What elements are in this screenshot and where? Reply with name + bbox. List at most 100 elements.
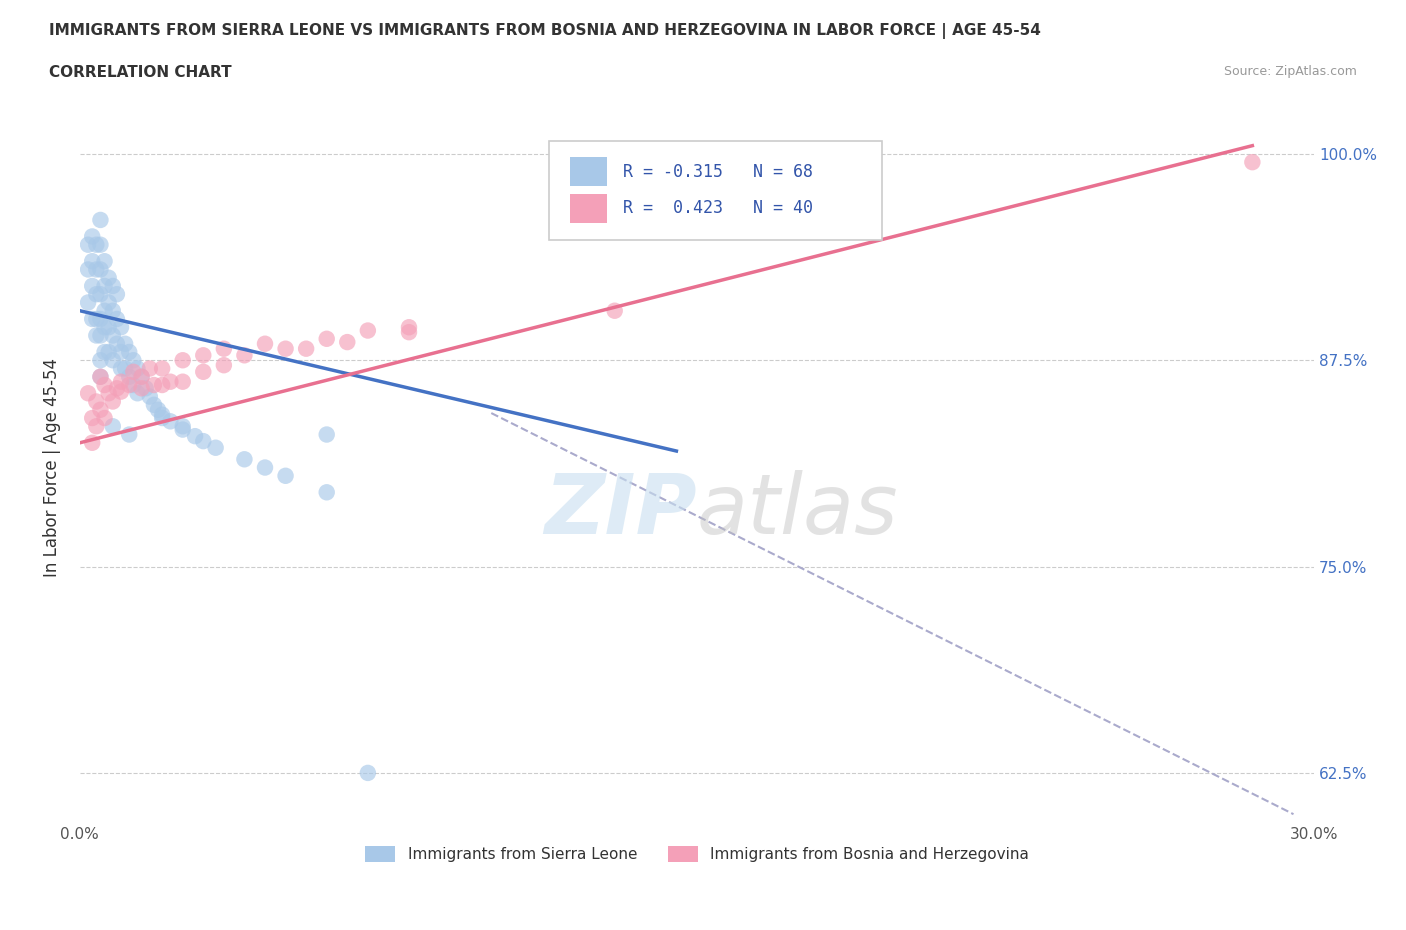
Point xyxy=(82,229,104,244)
Point xyxy=(150,410,173,425)
Point xyxy=(97,295,120,310)
Point xyxy=(105,286,128,301)
Point xyxy=(110,361,132,376)
Point xyxy=(86,237,108,252)
Point xyxy=(77,295,100,310)
Point xyxy=(336,335,359,350)
Point xyxy=(86,262,108,277)
Point xyxy=(82,278,104,293)
Point xyxy=(172,352,194,367)
Point xyxy=(139,389,162,404)
Bar xyxy=(569,193,607,223)
Point xyxy=(86,418,108,433)
Point xyxy=(86,286,108,301)
Point xyxy=(89,312,111,326)
Point xyxy=(603,303,626,318)
Point xyxy=(193,433,215,448)
Point xyxy=(118,427,141,442)
Point xyxy=(77,386,100,401)
Point xyxy=(398,325,420,339)
Point xyxy=(233,452,256,467)
Y-axis label: In Labor Force | Age 45-54: In Labor Force | Age 45-54 xyxy=(44,358,60,577)
Point xyxy=(159,374,181,389)
Point xyxy=(86,312,108,326)
Point xyxy=(398,320,420,335)
Point xyxy=(172,418,194,433)
Point xyxy=(142,397,165,412)
Point xyxy=(89,262,111,277)
Point xyxy=(82,312,104,326)
Point xyxy=(101,352,124,367)
Point xyxy=(131,369,153,384)
Point xyxy=(357,765,380,780)
Text: R = -0.315   N = 68: R = -0.315 N = 68 xyxy=(623,163,813,180)
Text: CORRELATION CHART: CORRELATION CHART xyxy=(49,65,232,80)
Point xyxy=(93,254,115,269)
Point xyxy=(97,344,120,359)
Point xyxy=(93,410,115,425)
Point xyxy=(114,361,136,376)
Point xyxy=(212,341,235,356)
Point xyxy=(93,378,115,392)
Point xyxy=(131,369,153,384)
Point xyxy=(295,341,318,356)
Point xyxy=(135,381,157,396)
Point xyxy=(93,278,115,293)
Point xyxy=(114,337,136,352)
Point xyxy=(233,348,256,363)
Point xyxy=(212,358,235,373)
Point xyxy=(105,312,128,326)
Point xyxy=(172,374,194,389)
Point xyxy=(253,460,276,475)
Legend: Immigrants from Sierra Leone, Immigrants from Bosnia and Herzegovina: Immigrants from Sierra Leone, Immigrants… xyxy=(359,840,1035,868)
Point xyxy=(118,378,141,392)
Point xyxy=(110,374,132,389)
Point xyxy=(118,344,141,359)
Point xyxy=(315,485,337,499)
Point xyxy=(105,381,128,396)
Point xyxy=(110,320,132,335)
Point xyxy=(89,369,111,384)
Point xyxy=(77,237,100,252)
Point xyxy=(86,394,108,409)
Point xyxy=(150,407,173,422)
Point xyxy=(89,352,111,367)
FancyBboxPatch shape xyxy=(548,141,882,241)
Point xyxy=(204,440,226,455)
Point xyxy=(101,328,124,343)
Point xyxy=(122,378,145,392)
Point xyxy=(127,386,149,401)
Point xyxy=(97,386,120,401)
Point xyxy=(82,435,104,450)
Point xyxy=(89,328,111,343)
Point xyxy=(253,337,276,352)
Text: ZIP: ZIP xyxy=(544,470,697,551)
Point xyxy=(139,361,162,376)
Point xyxy=(93,344,115,359)
Point xyxy=(274,469,297,484)
Point xyxy=(101,394,124,409)
Point xyxy=(97,271,120,286)
Point xyxy=(93,303,115,318)
Point xyxy=(193,348,215,363)
Point xyxy=(1241,154,1264,169)
Point xyxy=(93,320,115,335)
Point xyxy=(357,323,380,338)
Point xyxy=(89,237,111,252)
Point xyxy=(122,352,145,367)
Point xyxy=(105,337,128,352)
Point xyxy=(97,320,120,335)
Point xyxy=(172,422,194,437)
Text: atlas: atlas xyxy=(697,470,898,551)
Point xyxy=(89,369,111,384)
Point xyxy=(315,331,337,346)
Point xyxy=(131,381,153,396)
Point xyxy=(150,378,173,392)
Point xyxy=(127,361,149,376)
Point xyxy=(146,403,169,418)
Point xyxy=(101,303,124,318)
Point xyxy=(110,384,132,399)
Point xyxy=(274,341,297,356)
Point xyxy=(159,414,181,429)
Point xyxy=(101,418,124,433)
